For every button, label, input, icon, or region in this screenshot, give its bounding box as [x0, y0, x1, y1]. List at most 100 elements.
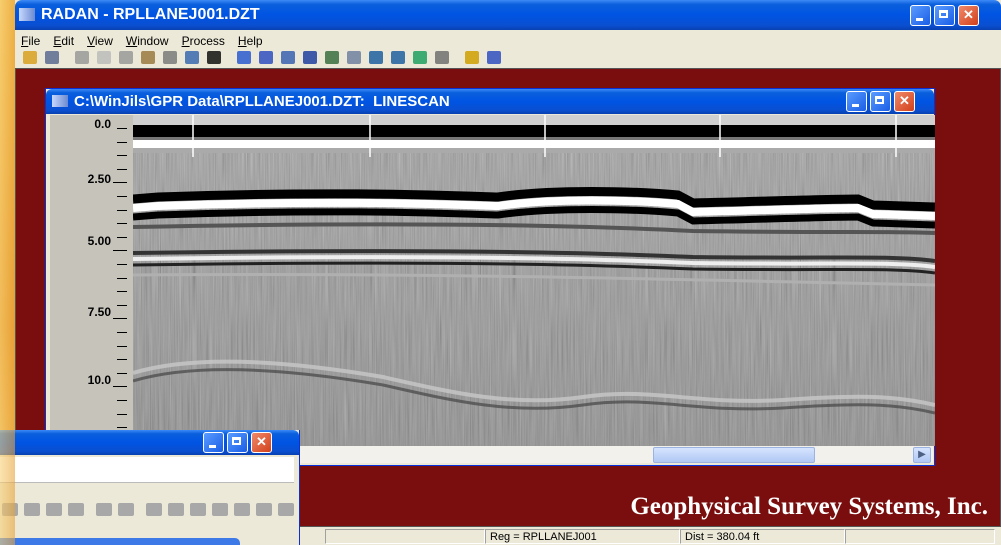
- desktop-edge: [0, 0, 15, 545]
- reflector: [133, 359, 935, 407]
- reflector: [133, 187, 935, 212]
- toolbar: [15, 48, 615, 68]
- toolbar-icon[interactable]: [163, 51, 177, 64]
- depth-label: 2.50: [87, 172, 111, 186]
- toolbar-icon[interactable]: [185, 51, 199, 64]
- maximize-button[interactable]: [870, 91, 891, 112]
- linescan-window: C:\WinJils\GPR Data\RPLLANEJ001.DZT: LIN…: [45, 88, 935, 466]
- toolbar-icon[interactable]: [391, 51, 405, 64]
- reflector: [133, 196, 935, 220]
- toolbar-icon[interactable]: [23, 51, 37, 64]
- depth-tick: [113, 386, 127, 388]
- reflector: [133, 261, 935, 275]
- depth-tick: [117, 223, 127, 225]
- menu-item[interactable]: Process: [181, 34, 225, 48]
- depth-tick: [117, 128, 127, 129]
- depth-tick: [117, 141, 127, 143]
- toolbar-icon[interactable]: [45, 51, 59, 64]
- depth-tick: [117, 264, 127, 265]
- depth-label: 0.0: [94, 117, 111, 131]
- toolbar-icon[interactable]: [141, 51, 155, 64]
- depth-tick: [117, 427, 127, 429]
- banner: Geophysical Survey Systems, Inc.: [630, 493, 988, 520]
- toolbar-icon[interactable]: [75, 51, 89, 64]
- depth-tick: [113, 318, 127, 320]
- toolbar-icon[interactable]: [259, 51, 273, 64]
- depth-tick: [117, 277, 127, 279]
- radar-band: [133, 148, 935, 153]
- reflector: [133, 368, 935, 415]
- reflector: [133, 206, 935, 229]
- horizontal-scrollbar[interactable]: ▶: [133, 446, 933, 463]
- minimize-button[interactable]: [910, 5, 931, 26]
- depth-tick: [117, 372, 127, 374]
- radar-band: [133, 137, 935, 140]
- linescan-title-bar: C:\WinJils\GPR Data\RPLLANEJ001.DZT: LIN…: [46, 89, 934, 114]
- minimize-button[interactable]: [846, 91, 867, 112]
- toolbar-icon[interactable]: [146, 503, 162, 516]
- maximize-button[interactable]: [934, 5, 955, 26]
- toolbar-icon[interactable]: [68, 503, 84, 516]
- menu-item[interactable]: View: [87, 34, 113, 48]
- toolbar-icon[interactable]: [212, 503, 228, 516]
- minimize-button[interactable]: [203, 432, 224, 453]
- toolbar-icon[interactable]: [24, 503, 40, 516]
- toolbar-icon[interactable]: [487, 51, 501, 64]
- toolbar-icon[interactable]: [303, 51, 317, 64]
- depth-ruler: 0.0 2.50 5.00 7.50 10.0: [50, 115, 133, 446]
- menu-item[interactable]: Edit: [53, 34, 75, 48]
- scroll-right-button[interactable]: ▶: [913, 447, 931, 463]
- toolbar-icon[interactable]: [278, 503, 294, 516]
- toolbar-icon[interactable]: [118, 503, 134, 516]
- depth-tick: [117, 155, 127, 157]
- radar-band: [133, 115, 935, 125]
- status-reg: Reg = RPLLANEJ001: [485, 529, 680, 544]
- toolbar-icon[interactable]: [234, 503, 250, 516]
- toolbar-icon[interactable]: [325, 51, 339, 64]
- depth-tick: [117, 400, 127, 401]
- status-dist: Dist = 380.04 ft: [680, 529, 845, 544]
- toolbar-icon[interactable]: [190, 503, 206, 516]
- status-pane: [325, 529, 485, 544]
- menu-item[interactable]: Help: [237, 34, 263, 48]
- toolbar-icon[interactable]: [465, 51, 479, 64]
- secondary-window: [0, 430, 300, 545]
- status-pane: [845, 529, 995, 544]
- reflector: [133, 255, 935, 269]
- menu-item[interactable]: Window: [125, 34, 169, 48]
- secondary-title-bar: [0, 430, 299, 455]
- toolbar-icon[interactable]: [256, 503, 272, 516]
- depth-tick: [113, 182, 127, 184]
- toolbar-icon[interactable]: [281, 51, 295, 64]
- close-button[interactable]: [958, 5, 979, 26]
- toolbar-icon[interactable]: [119, 51, 133, 64]
- reflector: [133, 222, 935, 235]
- toolbar-icon[interactable]: [97, 51, 111, 64]
- toolbar-icon[interactable]: [168, 503, 184, 516]
- toolbar-icon[interactable]: [207, 51, 221, 64]
- toolbar-icon[interactable]: [46, 503, 62, 516]
- toolbar-icon[interactable]: [347, 51, 361, 64]
- toolbar-icon[interactable]: [237, 51, 251, 64]
- close-button[interactable]: [251, 432, 272, 453]
- close-button[interactable]: [894, 91, 915, 112]
- scroll-thumb[interactable]: [653, 447, 815, 463]
- depth-tick: [117, 332, 127, 333]
- radar-noise: [133, 115, 935, 446]
- toolbar-icon[interactable]: [369, 51, 383, 64]
- menu-item[interactable]: File: [21, 34, 41, 48]
- toolbar-icon[interactable]: [96, 503, 112, 516]
- title-bar: RADAN - RPLLANEJ001.DZT: [15, 0, 1001, 30]
- depth-tick: [117, 168, 127, 170]
- radargram: [133, 115, 935, 446]
- depth-tick: [117, 196, 127, 197]
- toolbar-icon[interactable]: [435, 51, 449, 64]
- depth-tick: [117, 209, 127, 211]
- app-icon: [19, 8, 35, 21]
- depth-tick: [117, 413, 127, 415]
- depth-tick: [117, 359, 127, 361]
- maximize-button[interactable]: [227, 432, 248, 453]
- radar-band: [133, 140, 935, 148]
- toolbar-icon[interactable]: [413, 51, 427, 64]
